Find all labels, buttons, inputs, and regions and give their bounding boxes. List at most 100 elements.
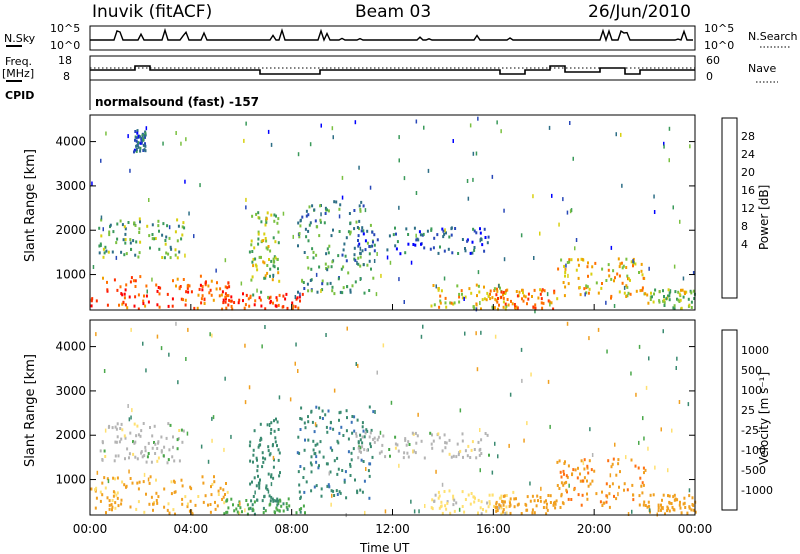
data-cell [608,274,611,278]
noise-cell [606,349,608,354]
data-cell [497,307,499,311]
data-cell [263,232,266,236]
data-cell [114,425,117,429]
data-cell [218,294,221,298]
data-cell [143,454,146,458]
data-cell [380,450,383,454]
noise-cell [620,132,622,137]
data-cell [688,303,691,307]
data-cell [480,512,483,516]
data-cell [112,490,115,494]
data-cell [500,295,503,299]
noise-cell [325,333,327,337]
data-cell [257,230,260,234]
x-tick-label: 20:00 [577,522,612,536]
velocity-scale-label: Velocity [m s⁻¹] [757,372,771,465]
data-cell [274,499,277,503]
data-cell [587,274,589,278]
data-cell [610,465,613,469]
data-cell [209,288,212,292]
data-cell [243,306,246,310]
noise-cell [100,215,103,220]
data-cell [440,289,443,293]
data-cell [621,266,624,270]
data-cell [106,303,109,307]
data-cell [527,292,530,296]
data-cell [480,452,483,455]
data-cell [266,487,269,491]
data-cell [100,218,103,222]
data-cell [489,297,492,301]
data-cell [299,417,302,420]
data-cell [667,294,669,298]
data-cell [126,306,129,310]
data-cell [662,493,665,497]
data-cell [94,506,97,510]
data-cell [227,303,230,307]
data-cell [307,420,310,424]
data-cell [394,442,397,446]
data-cell [436,233,439,237]
data-cell [353,227,356,231]
data-cell [143,294,145,298]
data-cell [266,264,269,267]
data-cell [437,496,440,500]
data-cell [224,292,227,296]
data-cell [373,243,376,247]
data-cell [270,213,273,217]
data-cell [512,490,515,494]
data-cell [559,470,562,474]
data-cell [269,295,272,299]
data-cell [268,258,270,261]
data-cell [304,511,306,515]
data-cell [272,499,275,502]
data-cell [259,298,262,302]
data-cell [227,294,230,298]
noise-cell [410,499,412,504]
data-cell [454,227,457,230]
data-cell [145,460,148,464]
data-cell [657,509,660,513]
data-cell [305,480,308,484]
noise-cell [672,205,674,210]
data-cell [121,302,124,306]
data-cell [128,452,131,456]
data-cell [480,307,482,311]
noise-cell [617,492,619,497]
data-cell [260,290,263,294]
data-cell [184,495,187,499]
data-cell [297,306,300,310]
data-cell [475,231,478,235]
data-cell [652,300,655,304]
data-cell [499,496,502,500]
noise-cell [184,253,186,258]
data-cell [222,495,225,499]
data-cell [180,297,183,301]
data-cell [612,457,615,461]
data-cell [689,289,692,293]
data-cell [333,200,336,204]
noise-cell [475,307,478,312]
data-cell [349,230,352,234]
data-cell [182,298,184,302]
noise-cell [609,473,612,478]
data-cell [160,450,163,454]
data-cell [577,493,580,497]
data-cell [291,307,294,311]
data-cell [297,470,300,474]
noise-cell [452,139,454,143]
noise-cell [375,292,378,297]
data-cell [349,221,352,225]
data-cell [144,131,147,135]
x-tick-label: 00:00 [678,522,713,536]
data-cell [249,440,252,444]
data-cell [353,253,356,257]
data-cell [276,221,279,225]
data-cell [462,455,464,459]
data-cell [469,502,472,506]
data-cell [153,424,156,428]
data-cell [276,503,279,507]
colorbar-tick-label: 8 [741,220,748,233]
data-cell [314,443,317,447]
data-cell [643,500,646,504]
